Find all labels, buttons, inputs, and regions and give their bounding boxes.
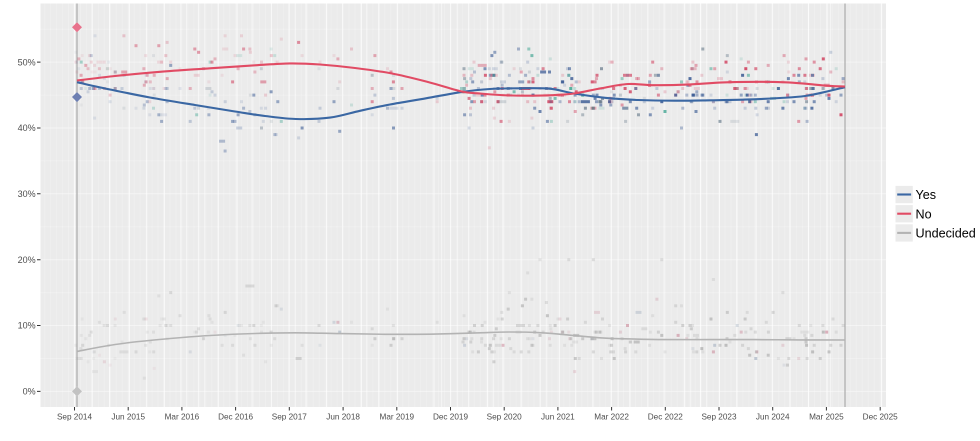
svg-text:50%: 50% bbox=[18, 57, 36, 67]
svg-text:30%: 30% bbox=[18, 189, 36, 199]
svg-text:Dec 2016: Dec 2016 bbox=[218, 412, 253, 421]
svg-text:Sep 2020: Sep 2020 bbox=[487, 412, 523, 421]
svg-text:Mar 2025: Mar 2025 bbox=[809, 412, 844, 421]
svg-text:Undecided: Undecided bbox=[916, 227, 976, 241]
svg-text:Dec 2019: Dec 2019 bbox=[433, 412, 468, 421]
svg-text:Sep 2023: Sep 2023 bbox=[701, 412, 737, 421]
svg-text:No: No bbox=[916, 207, 932, 221]
svg-text:20%: 20% bbox=[18, 255, 36, 265]
svg-text:Jun 2015: Jun 2015 bbox=[111, 412, 145, 421]
svg-text:Sep 2014: Sep 2014 bbox=[57, 412, 93, 421]
svg-text:10%: 10% bbox=[18, 321, 36, 331]
svg-text:Mar 2016: Mar 2016 bbox=[165, 412, 200, 421]
svg-text:Sep 2017: Sep 2017 bbox=[272, 412, 308, 421]
svg-text:Mar 2019: Mar 2019 bbox=[380, 412, 415, 421]
svg-text:Jun 2021: Jun 2021 bbox=[541, 412, 575, 421]
svg-text:Jun 2024: Jun 2024 bbox=[756, 412, 790, 421]
svg-text:Jun 2018: Jun 2018 bbox=[326, 412, 360, 421]
svg-text:Dec 2022: Dec 2022 bbox=[648, 412, 683, 421]
svg-text:0%: 0% bbox=[23, 387, 36, 397]
svg-text:Mar 2022: Mar 2022 bbox=[594, 412, 629, 421]
svg-text:Dec 2025: Dec 2025 bbox=[863, 412, 898, 421]
svg-text:40%: 40% bbox=[18, 123, 36, 133]
svg-text:Yes: Yes bbox=[916, 188, 937, 202]
